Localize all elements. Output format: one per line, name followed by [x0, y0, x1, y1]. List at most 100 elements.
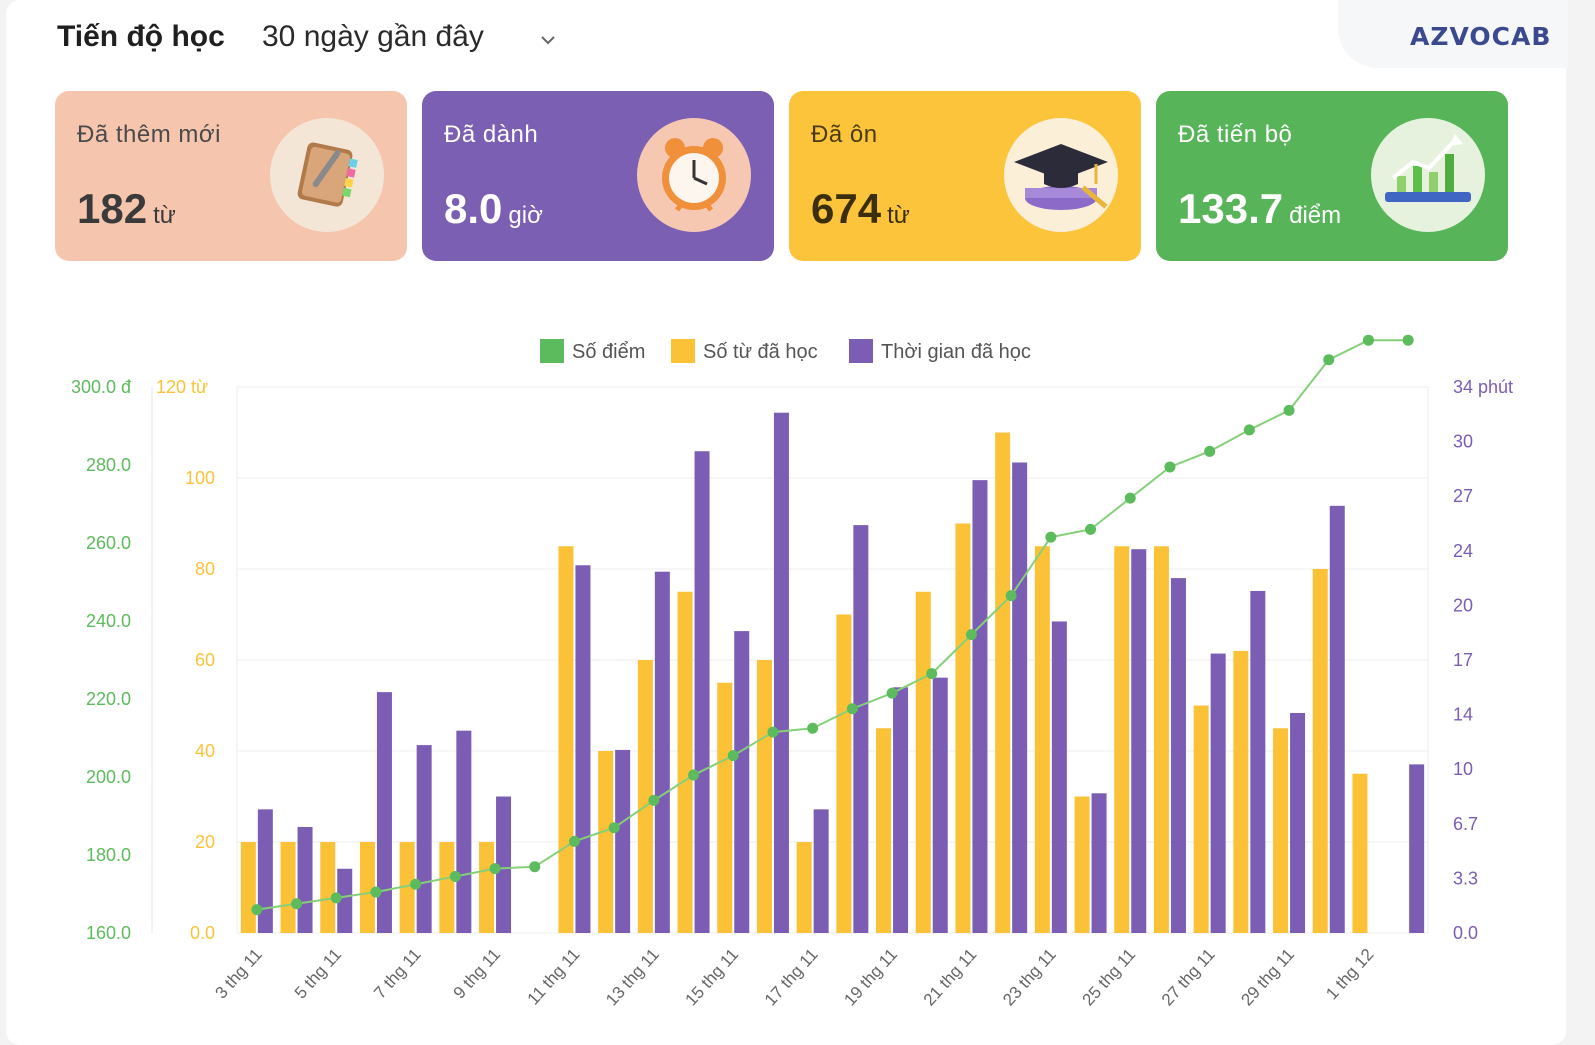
- legend-label: Số từ đã học: [703, 341, 818, 363]
- word-bar: [1352, 774, 1367, 933]
- words-axis-tick: 80: [195, 559, 215, 579]
- points-marker: [450, 871, 461, 882]
- time-axis-tick: 34 phút: [1453, 377, 1513, 397]
- stat-label: Đã tiến bộ: [1178, 121, 1292, 149]
- progress-chart: 160.0180.0200.0220.0240.0260.0280.0300.0…: [0, 330, 1595, 1045]
- words-axis-tick: 60: [195, 650, 215, 670]
- points-marker: [1006, 590, 1017, 601]
- x-axis-tick: 5 thg 11: [291, 945, 345, 1002]
- stat-card-time-spent: Đã dành 8.0 giờ: [422, 91, 774, 261]
- time-bar: [1290, 713, 1305, 933]
- time-bar: [1052, 621, 1067, 933]
- word-bar: [757, 660, 772, 933]
- stat-label: Đã thêm mới: [77, 121, 221, 149]
- points-axis-tick: 160.0: [86, 923, 131, 943]
- stat-number: 674: [811, 185, 881, 232]
- x-axis-tick: 27 thg 11: [1158, 945, 1219, 1009]
- time-bar: [774, 413, 789, 933]
- points-marker: [1125, 493, 1136, 504]
- time-axis-tick: 20: [1453, 595, 1473, 615]
- word-bar: [916, 592, 931, 933]
- time-bar: [377, 692, 392, 933]
- points-marker: [1323, 354, 1334, 365]
- stat-unit: giờ: [508, 202, 542, 229]
- points-marker: [1164, 461, 1175, 472]
- stat-number: 8.0: [444, 185, 502, 232]
- stat-value: 8.0 giờ: [444, 185, 543, 233]
- points-marker: [966, 629, 977, 640]
- time-bar: [1012, 462, 1027, 933]
- points-marker: [887, 688, 898, 699]
- graduation-cap-icon: [1004, 118, 1118, 232]
- word-bar: [241, 842, 256, 933]
- points-marker: [490, 863, 501, 874]
- chevron-down-icon[interactable]: [538, 30, 558, 50]
- points-marker: [331, 892, 342, 903]
- stat-value: 133.7 điểm: [1178, 185, 1341, 233]
- x-axis-tick: 15 thg 11: [682, 945, 743, 1009]
- word-bar: [1035, 546, 1050, 933]
- date-range-select[interactable]: 30 ngày gần đây: [262, 20, 484, 54]
- x-axis-tick: 25 thg 11: [1079, 945, 1140, 1009]
- time-axis-tick: 27: [1453, 486, 1473, 506]
- notebook-pencil-icon: [270, 118, 384, 232]
- points-marker: [688, 770, 699, 781]
- words-axis-tick: 100: [185, 468, 215, 488]
- word-bar: [995, 433, 1010, 934]
- points-marker: [370, 887, 381, 898]
- time-bar: [893, 687, 908, 933]
- time-bar: [258, 809, 273, 933]
- points-axis-tick: 220.0: [86, 689, 131, 709]
- time-axis-tick: 6.7: [1453, 814, 1478, 834]
- time-axis-tick: 0.0: [1453, 923, 1478, 943]
- time-bar: [814, 809, 829, 933]
- x-axis-tick: 3 thg 11: [211, 945, 265, 1002]
- stat-label: Đã ôn: [811, 121, 878, 149]
- time-bar: [655, 572, 670, 933]
- points-marker: [728, 750, 739, 761]
- words-axis-tick: 0.0: [190, 923, 215, 943]
- x-axis-tick: 13 thg 11: [602, 945, 663, 1009]
- stat-number: 182: [77, 185, 147, 232]
- words-axis-tick: 20: [195, 832, 215, 852]
- points-marker: [529, 861, 540, 872]
- points-marker: [648, 795, 659, 806]
- stat-value: 674 từ: [811, 185, 910, 233]
- word-bar: [1194, 706, 1209, 934]
- word-bar: [678, 592, 693, 933]
- word-bar: [1313, 569, 1328, 933]
- time-bar: [417, 745, 432, 933]
- time-bar: [456, 731, 471, 933]
- points-marker: [1045, 532, 1056, 543]
- points-marker: [1244, 424, 1255, 435]
- points-axis-tick: 200.0: [86, 767, 131, 787]
- x-axis-tick: 19 thg 11: [840, 945, 901, 1009]
- time-axis-tick: 30: [1453, 432, 1473, 452]
- stat-card-progress: Đã tiến bộ 133.7 điểm: [1156, 91, 1508, 261]
- stat-unit: từ: [153, 202, 176, 229]
- word-bar: [320, 842, 335, 933]
- time-axis-tick: 17: [1453, 650, 1473, 670]
- word-bar: [281, 842, 296, 933]
- time-bar: [734, 631, 749, 933]
- word-bar: [1154, 546, 1169, 933]
- points-marker: [1363, 335, 1374, 346]
- points-marker: [1204, 446, 1215, 457]
- stat-unit: từ: [887, 202, 910, 229]
- word-bar: [1273, 728, 1288, 933]
- time-bar: [853, 525, 868, 933]
- legend-swatch: [540, 339, 564, 363]
- time-bar: [1250, 591, 1265, 933]
- word-bar: [876, 728, 891, 933]
- word-bar: [797, 842, 812, 933]
- time-bar: [1409, 764, 1424, 933]
- word-bar: [1075, 797, 1090, 934]
- legend-label: Số điểm: [572, 341, 645, 363]
- points-marker: [1284, 405, 1295, 416]
- points-marker: [767, 727, 778, 738]
- time-bar: [1330, 506, 1345, 933]
- time-bar: [1171, 578, 1186, 933]
- word-bar: [598, 751, 613, 933]
- time-bar: [1211, 654, 1226, 933]
- time-axis-tick: 24: [1453, 541, 1473, 561]
